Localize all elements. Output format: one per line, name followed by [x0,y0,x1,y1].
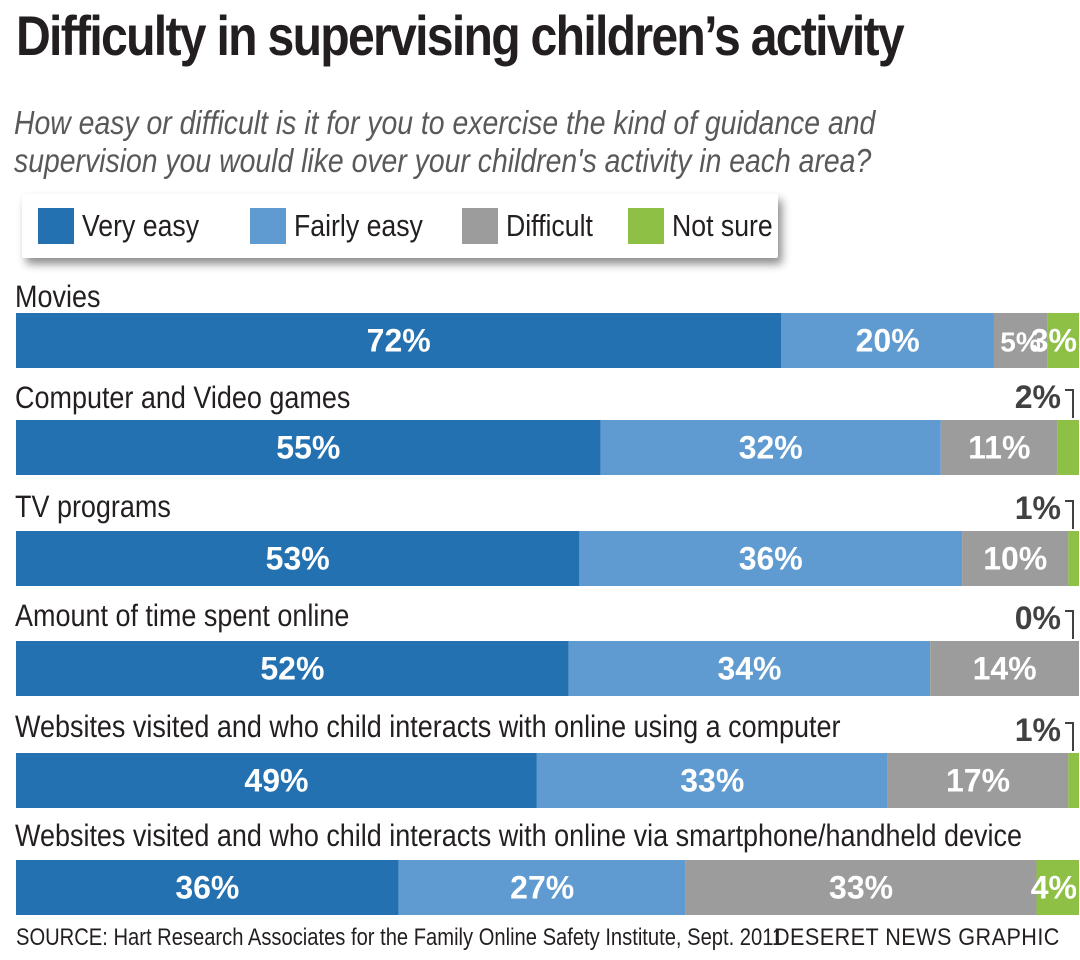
bar-difficult-2 [940,420,1058,475]
bar-not-sure-1 [1047,313,1079,368]
callout-line-4 [1065,610,1074,639]
bar-fairly-easy-2 [600,420,941,475]
data-label-very-easy-3: 53% [266,541,330,577]
data-label-fairly-easy-4: 34% [717,651,781,687]
data-label-difficult-3: 10% [983,541,1047,577]
bar-very-easy-4 [16,641,569,696]
bar-fairly-easy-5 [536,753,888,808]
data-label-not-sure-2: 2% [1015,379,1061,415]
bar-very-easy-2 [16,420,601,475]
data-label-fairly-easy-1: 20% [856,323,920,359]
callout-line-3 [1065,500,1074,529]
bar-difficult-1 [993,313,1048,368]
callout-line-2 [1065,389,1074,418]
bar-not-sure-6 [1036,860,1079,915]
bar-not-sure-3 [1068,531,1079,586]
legend-swatch-not-sure [628,208,664,244]
legend-item-not-sure: Not sure [628,206,789,246]
callout-line-5 [1065,722,1074,751]
bar-difficult-3 [962,531,1069,586]
data-label-difficult-1: 5% [1000,327,1041,358]
category-label-3: TV programs [15,489,171,524]
bar-very-easy-5 [16,753,537,808]
category-label-1: Movies [15,279,100,314]
category-label-2: Computer and Video games [15,380,350,415]
data-label-not-sure-3: 1% [1015,490,1061,526]
legend-label-fairly-easy: Fairly easy [294,208,423,243]
graphic-credit: DESERET NEWS GRAPHIC [774,924,1060,951]
bar-very-easy-3 [16,531,580,586]
data-label-fairly-easy-5: 33% [680,763,744,799]
data-label-difficult-2: 11% [968,430,1030,466]
chart-subtitle: How easy or difficult is it for you to e… [14,104,876,179]
data-label-very-easy-5: 49% [244,763,308,799]
bar-not-sure-5 [1068,753,1079,808]
data-label-very-easy-4: 52% [260,651,324,687]
bar-difficult-5 [887,753,1069,808]
legend-item-fairly-easy: Fairly easy [250,206,444,246]
category-label-5: Websites visited and who child interacts… [15,709,841,744]
bar-very-easy-1 [16,313,782,368]
data-label-difficult-6: 33% [829,870,893,906]
bar-fairly-easy-1 [781,313,994,368]
data-label-difficult-5: 17% [946,763,1010,799]
data-label-not-sure-4: 0% [1015,600,1061,636]
data-label-difficult-4: 14% [973,651,1037,687]
data-label-not-sure-1: 3% [1031,323,1077,359]
bar-very-easy-6 [16,860,399,915]
bar-fairly-easy-3 [579,531,963,586]
data-label-very-easy-2: 55% [276,430,340,466]
bar-fairly-easy-4 [568,641,931,696]
data-label-not-sure-6: 4% [1031,870,1077,906]
data-label-fairly-easy-6: 27% [510,870,574,906]
legend-swatch-very-easy [38,208,74,244]
source-note: SOURCE: Hart Research Associates for the… [16,924,784,951]
category-label-6: Websites visited and who child interacts… [15,818,1022,853]
data-label-not-sure-5: 1% [1015,712,1061,748]
legend: Very easy Fairly easy Difficult Not sure [22,194,778,258]
legend-swatch-difficult [462,208,498,244]
data-label-very-easy-1: 72% [367,323,431,359]
legend-item-difficult: Difficult [462,206,607,246]
legend-swatch-fairly-easy [250,208,286,244]
bar-not-sure-2 [1057,420,1079,475]
bar-difficult-6 [685,860,1037,915]
bar-difficult-4 [930,641,1079,696]
bar-fairly-easy-6 [398,860,686,915]
legend-label-not-sure: Not sure [672,208,773,243]
legend-label-very-easy: Very easy [82,208,200,243]
data-label-very-easy-6: 36% [175,870,239,906]
legend-label-difficult: Difficult [506,208,593,243]
data-label-fairly-easy-3: 36% [739,541,803,577]
legend-item-very-easy: Very easy [38,206,218,246]
category-label-4: Amount of time spent online [15,598,349,633]
data-label-fairly-easy-2: 32% [739,430,803,466]
chart-title: Difficulty in supervising children’s act… [16,4,905,67]
